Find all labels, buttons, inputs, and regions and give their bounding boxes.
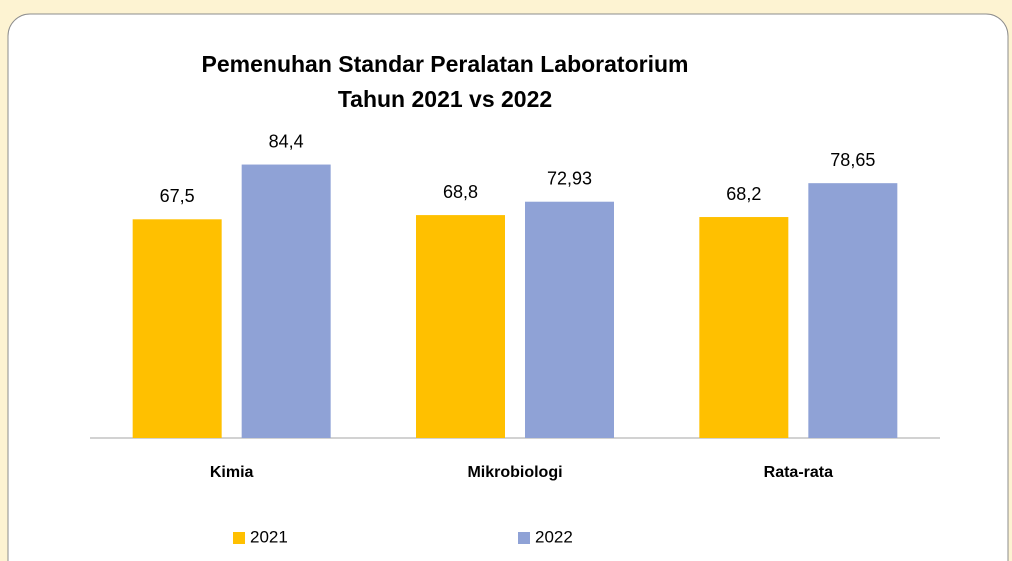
- x-tick-label: Kimia: [210, 464, 254, 481]
- value-label: 68,2: [726, 184, 761, 204]
- value-label: 78,65: [830, 150, 875, 170]
- bar: [525, 201, 614, 438]
- legend-label: 2022: [535, 527, 573, 546]
- value-label: 84,4: [269, 131, 304, 151]
- value-label: 67,5: [160, 186, 195, 206]
- bar: [808, 183, 898, 438]
- bar: [132, 219, 222, 438]
- value-label: 72,93: [547, 168, 592, 188]
- x-tick-label: Mikrobiologi: [467, 464, 562, 481]
- bar: [699, 217, 789, 438]
- bar: [416, 215, 505, 438]
- x-tick-label: Rata-rata: [764, 464, 833, 481]
- chart-title: Tahun 2021 vs 2022: [338, 86, 552, 112]
- bar: [241, 164, 331, 438]
- value-label: 68,8: [443, 182, 478, 202]
- legend-label: 2021: [250, 527, 288, 546]
- legend-swatch: [233, 532, 245, 544]
- legend-swatch: [518, 532, 530, 544]
- chart-title: Pemenuhan Standar Peralatan Laboratorium: [202, 51, 689, 77]
